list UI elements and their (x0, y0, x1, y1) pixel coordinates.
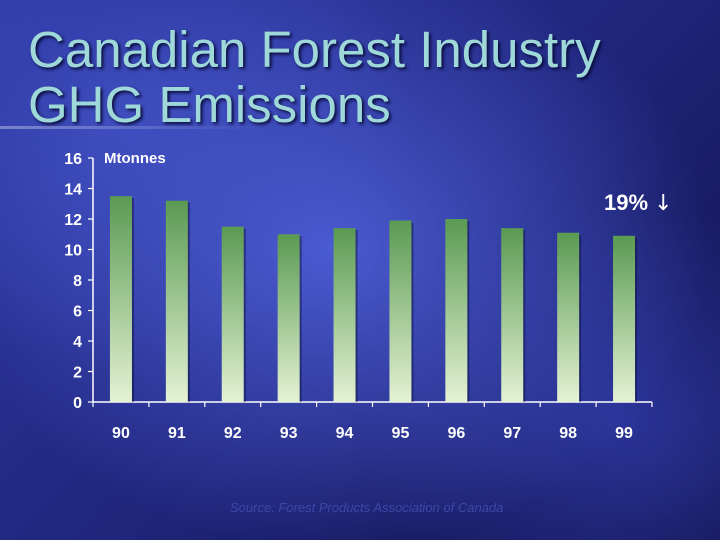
reduction-percent: 19% (604, 190, 649, 215)
chart-title: Canadian Forest Industry GHG Emissions (28, 22, 601, 132)
y-tick-label: 2 (73, 365, 82, 382)
y-tick-label: 8 (73, 273, 82, 290)
down-arrow-icon: ↓ (654, 191, 673, 216)
y-tick-label: 16 (64, 151, 82, 168)
unit-label: Mtonnes (104, 150, 166, 167)
x-tick-label: 95 (392, 425, 410, 442)
y-tick-label: 0 (73, 395, 82, 412)
bar-99 (613, 235, 636, 402)
y-tick-label: 6 (73, 304, 82, 321)
x-tick-label: 93 (280, 425, 298, 442)
bar-91 (165, 200, 188, 402)
bar-93 (277, 234, 300, 402)
x-tick-label: 94 (336, 425, 354, 442)
y-tick-label: 14 (64, 182, 82, 199)
bar-92 (221, 226, 244, 402)
x-tick-label: 96 (447, 425, 465, 442)
x-tick-label: 98 (559, 425, 577, 442)
title-line-1: Canadian Forest Industry (28, 21, 601, 78)
bar-90 (109, 196, 132, 402)
x-tick-label: 92 (224, 425, 242, 442)
bar-98 (557, 232, 580, 402)
bar-94 (333, 228, 356, 402)
x-tick-label: 97 (503, 425, 521, 442)
x-tick-label: 91 (168, 425, 186, 442)
bar-95 (389, 220, 412, 402)
y-tick-label: 4 (73, 334, 82, 351)
x-tick-label: 99 (615, 425, 633, 442)
x-tick-label: 90 (112, 425, 130, 442)
bar-97 (501, 228, 524, 402)
source-note: Source: Forest Products Association of C… (230, 500, 504, 515)
title-line-2: GHG Emissions (28, 76, 391, 133)
reduction-annotation: 19% ↓ (604, 190, 673, 216)
y-tick-label: 12 (64, 212, 82, 229)
bar-96 (445, 219, 468, 402)
title-underline (0, 126, 260, 129)
y-tick-label: 10 (64, 243, 82, 260)
